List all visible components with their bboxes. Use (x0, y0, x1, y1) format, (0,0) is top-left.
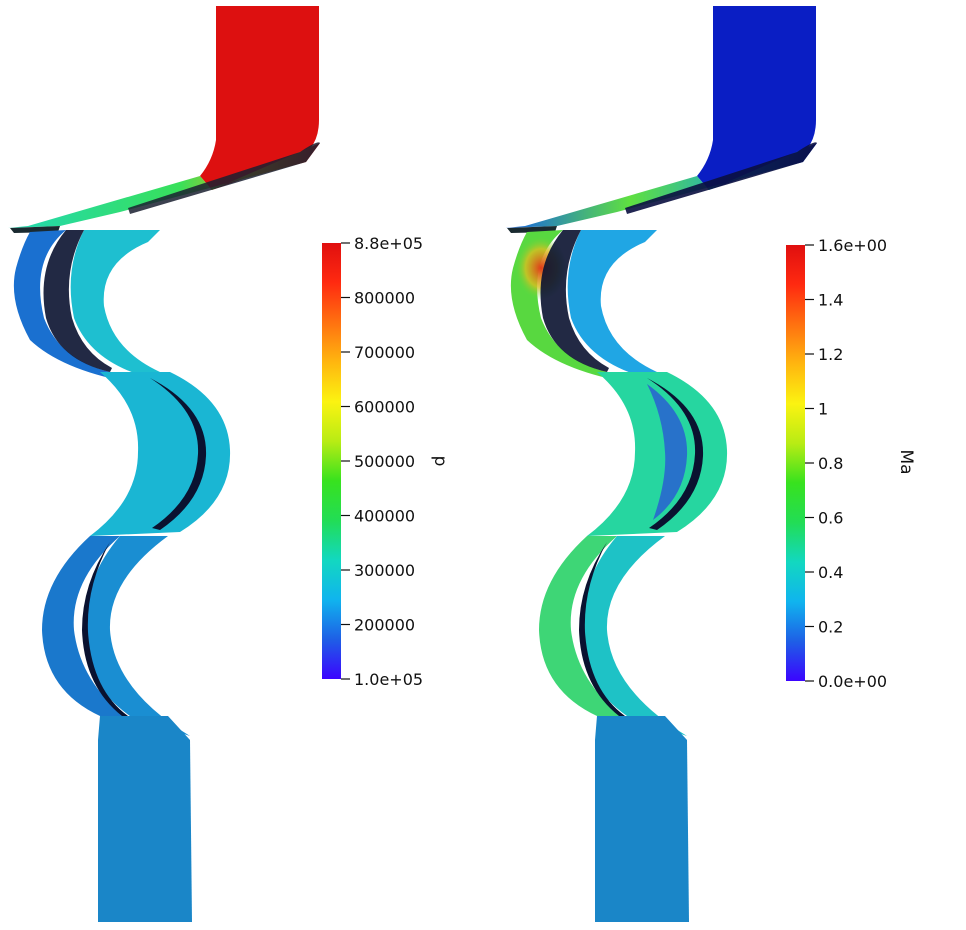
colorbar-title: Ma (896, 449, 916, 474)
blade-row-3-a (42, 536, 124, 716)
blade-gap-2 (150, 378, 207, 530)
colorbar-tick-label: 0.2 (818, 618, 843, 637)
colorbar-tick-label: 200000 (354, 616, 415, 635)
outlet-duct (98, 716, 192, 922)
mach-plot (505, 6, 817, 922)
outlet-duct (595, 716, 689, 922)
colorbar-tick-label: 0.0e+00 (818, 672, 887, 691)
colorbar-tick-label: 1.4 (818, 291, 843, 310)
colorbar-tick-label: 300000 (354, 561, 415, 580)
inlet-duct (200, 6, 319, 190)
colorbar-tick-label: 600000 (354, 398, 415, 417)
colorbar-tick-label: 0.4 (818, 563, 843, 582)
inlet-duct (697, 6, 816, 190)
blade-row-1-a (13, 230, 150, 384)
blade-gap-2 (647, 378, 704, 530)
blade-row-1-b (567, 230, 657, 378)
blade-row-3-a (539, 536, 621, 716)
transition-shadow (625, 142, 817, 214)
colorbar-swatch (322, 243, 341, 679)
colorbar-tick-label: 700000 (354, 343, 415, 362)
pressure-plot (8, 6, 320, 922)
colorbar-tick-label: 800000 (354, 289, 415, 308)
colorbar-tick-label: 400000 (354, 507, 415, 526)
colorbar-tick-label: 500000 (354, 452, 415, 471)
colorbar-swatch (786, 245, 805, 681)
colorbar-tick-label: 0.8 (818, 454, 843, 473)
colorbar-tick-label: 1 (818, 400, 828, 419)
blade-gap-1 (540, 230, 609, 372)
colorbar-tick-label: 1.0e+05 (354, 670, 423, 689)
blade-row-3-b (581, 536, 687, 736)
low-mach-zone (647, 384, 688, 520)
blade-gap-1 (43, 230, 112, 372)
colorbar-tick-label: 8.8e+05 (354, 234, 423, 253)
blade-row-1-a (510, 230, 647, 384)
blade-row-1-b (70, 230, 160, 378)
blade-gap-3 (579, 542, 625, 716)
pressure-colorbar: 8.8e+05 800000 700000 600000 500000 400000 300… (322, 234, 450, 689)
blade-row-2-front (90, 372, 199, 536)
transition-shadow (128, 142, 320, 214)
colorbar-tick-label: 1.6e+00 (818, 236, 887, 255)
blade-row-3-b (84, 536, 190, 736)
blade-gap-3 (82, 542, 128, 716)
colorbar-title: p (430, 456, 450, 467)
colorbar-tick-label: 1.2 (818, 345, 843, 364)
mach-colorbar: 1.6e+00 1.4 1.2 1 0.8 0.6 0.4 0.2 0.0e+00 Ma (786, 236, 916, 691)
colorbar-tick-label: 0.6 (818, 509, 843, 528)
